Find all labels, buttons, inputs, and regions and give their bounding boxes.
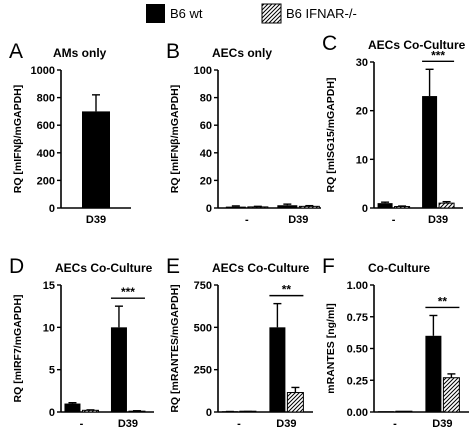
panel-letter: C: [322, 32, 337, 55]
x-tick-label: -: [237, 418, 241, 430]
x-tick-label: D39: [118, 418, 138, 430]
y-axis-label: mRANTES [ng/ml]: [325, 303, 337, 393]
y-axis-label: RQ [mIFNβ/mGAPDH]: [12, 85, 24, 194]
legend-swatch-ifnar: [261, 3, 282, 24]
legend-label-wt: B6 wt: [170, 6, 203, 21]
x-tick-label: D39: [432, 418, 452, 430]
bar-wt-d39: [422, 96, 438, 208]
panel-e: E AECs Co-Culture RQ [mRANTES/mGAPDH] 0 250 5…: [166, 255, 313, 430]
y-tick-label: 0: [362, 203, 368, 215]
bar-ifnar-control: [394, 206, 411, 209]
y-axis-label: RQ [mIRF7/mGAPDH]: [12, 295, 24, 403]
x-tick-label: D39: [428, 214, 448, 226]
y-tick-label: 0: [206, 407, 212, 419]
y-tick-label: 10: [43, 322, 55, 334]
y-tick-label: 250: [194, 365, 212, 377]
y-tick-label: 0: [206, 203, 212, 215]
y-tick-label: 10: [356, 154, 368, 166]
y-tick-label: 100: [194, 65, 212, 77]
panel-letter: D: [9, 255, 24, 278]
y-tick-label: 5: [49, 365, 55, 377]
y-tick-label: 15: [43, 280, 55, 292]
y-tick-label: 80: [200, 93, 212, 105]
panel-a: A AMs only RQ [mIFNβ/mGAPDH] 0 200 400 600 800 1…: [9, 40, 131, 226]
y-axis-label: RQ [mIFNβ/mGAPDH]: [169, 85, 181, 194]
bar-wt-d39: [277, 205, 298, 208]
x-tick-label: -: [392, 214, 396, 226]
panel-d: D AECs Co-Culture RQ [mIRF7/mGAPDH] 0 5 10 15 -…: [9, 255, 154, 430]
y-tick-label: 800: [37, 93, 55, 105]
panel-letter: F: [322, 255, 335, 278]
y-tick-label: 60: [200, 120, 212, 132]
y-axis-label: RQ [mISG15/mGAPDH]: [325, 78, 337, 193]
bar-wt-d39: [82, 111, 110, 208]
panel-letter: A: [9, 40, 23, 63]
legend-swatch-wt: [146, 4, 165, 23]
bar-ifnar-d39: [286, 392, 304, 413]
y-tick-label: 600: [37, 120, 55, 132]
y-axis-label: RQ [mRANTES/mGAPDH]: [169, 284, 181, 412]
significance-label: ***: [431, 48, 445, 62]
panel-letter: B: [166, 40, 180, 63]
bar-ifnar-control: [395, 410, 413, 413]
bar-ifnar-d39: [438, 202, 455, 209]
y-tick-label: 0: [49, 203, 55, 215]
panel-title: Co-Culture: [368, 261, 430, 275]
bar-wt-d39: [110, 327, 127, 412]
y-tick-label: 750: [194, 280, 212, 292]
x-tick-label: -: [245, 214, 249, 226]
x-tick-label: D39: [276, 418, 296, 430]
panel-c: C AECs Co-Culture RQ [mISG15/mGAPDH] 0 10 20 3…: [322, 32, 466, 226]
significance-label: **: [438, 294, 448, 308]
y-tick-label: 1.00: [347, 280, 368, 292]
x-tick-label: D39: [86, 214, 106, 226]
y-tick-label: 0.50: [347, 344, 368, 356]
panel-title: AECs Co-Culture: [368, 38, 466, 52]
y-tick-label: 1000: [31, 65, 55, 77]
x-tick-label: D39: [288, 214, 308, 226]
bar-wt-control: [64, 403, 81, 412]
bar-ifnar-control: [247, 206, 269, 209]
bar-ifnar-d39: [298, 205, 320, 209]
y-tick-label: 40: [200, 148, 212, 160]
legend: B6 wt B6 IFNAR-/-: [146, 3, 357, 24]
panel-letter: E: [166, 255, 180, 278]
panel-title: AECs only: [212, 46, 272, 60]
panel-b: B AECs only RQ [mIFNβ/mGAPDH] 0 20 40 60 80 100 -…: [166, 40, 321, 226]
y-tick-label: 30: [356, 57, 368, 69]
bar-wt-control: [377, 411, 394, 412]
bar-wt-d39: [269, 327, 286, 412]
y-tick-label: 400: [37, 148, 55, 160]
bar-wt-d39: [425, 335, 442, 412]
y-tick-label: 500: [194, 322, 212, 334]
significance-label: **: [282, 283, 292, 297]
panel-f: F Co-Culture mRANTES [ng/ml] 0.00 0.25 0.50 0.…: [322, 255, 469, 430]
panel-title: AMs only: [53, 46, 107, 60]
y-tick-label: 20: [200, 175, 212, 187]
bar-wt-control: [225, 206, 246, 208]
y-tick-label: 20: [356, 106, 368, 118]
panel-title: AECs Co-Culture: [55, 261, 153, 275]
y-tick-label: 200: [37, 175, 55, 187]
y-tick-label: 0.00: [347, 407, 368, 419]
bar-ifnar-d39: [442, 377, 460, 413]
y-tick-label: 0.75: [347, 312, 368, 324]
legend-label-ifnar: B6 IFNAR-/-: [286, 6, 357, 21]
x-tick-label: -: [393, 418, 397, 430]
significance-label: ***: [121, 285, 135, 299]
y-tick-label: 0: [49, 407, 55, 419]
bar-wt-control: [377, 203, 393, 208]
x-tick-label: -: [80, 418, 84, 430]
panel-title: AECs Co-Culture: [212, 261, 310, 275]
y-tick-label: 0.25: [347, 375, 368, 387]
